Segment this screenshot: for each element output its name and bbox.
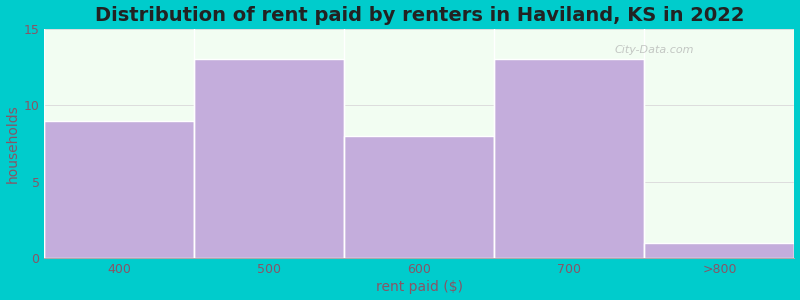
X-axis label: rent paid ($): rent paid ($)	[376, 280, 463, 294]
Bar	[45, 121, 194, 258]
Text: City-Data.com: City-Data.com	[614, 45, 694, 55]
Bar	[345, 136, 494, 258]
Y-axis label: households: households	[6, 104, 19, 183]
Bar	[194, 59, 345, 258]
Title: Distribution of rent paid by renters in Haviland, KS in 2022: Distribution of rent paid by renters in …	[94, 6, 744, 25]
Bar	[645, 243, 794, 258]
Bar	[494, 59, 645, 258]
